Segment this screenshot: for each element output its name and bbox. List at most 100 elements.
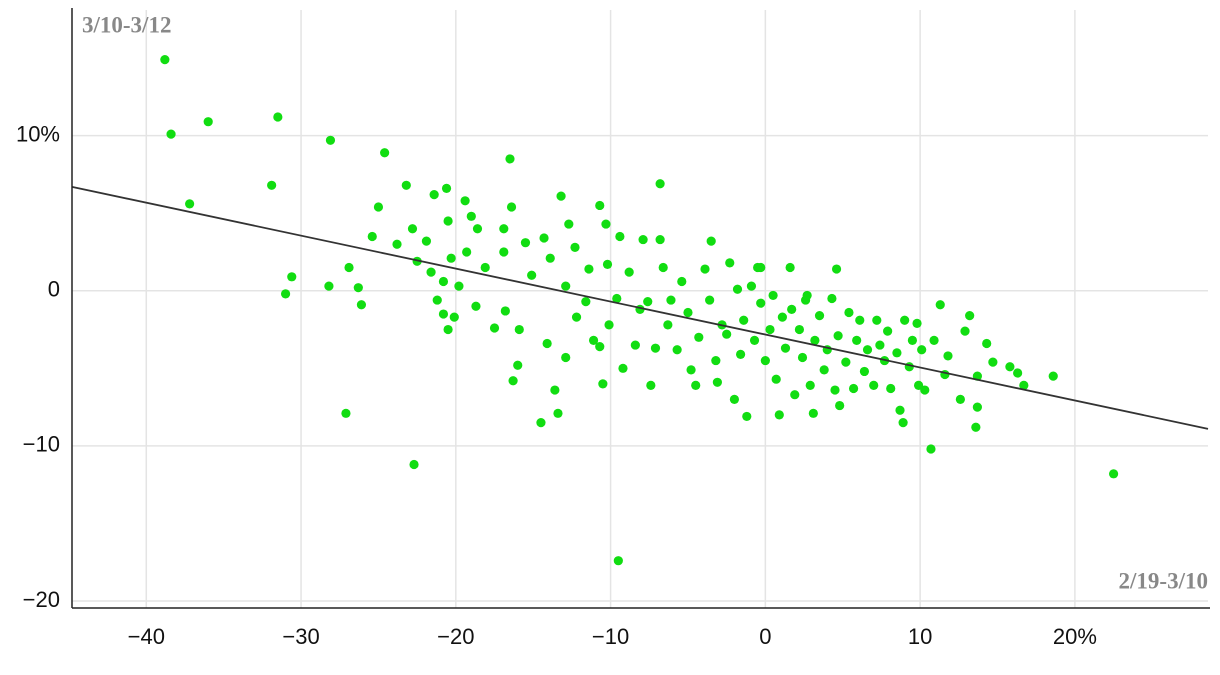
point <box>356 300 367 310</box>
point <box>499 224 509 234</box>
point <box>917 345 927 355</box>
point <box>935 300 945 310</box>
point <box>542 338 552 349</box>
point <box>446 253 456 263</box>
point <box>564 219 574 229</box>
point <box>835 400 845 411</box>
point <box>711 355 721 366</box>
point <box>729 394 740 404</box>
point <box>441 183 452 193</box>
point <box>780 343 791 353</box>
point <box>765 324 775 335</box>
point <box>732 284 743 294</box>
point <box>869 380 879 390</box>
y-tick-label: 10% <box>16 121 60 146</box>
point <box>203 117 213 127</box>
point <box>912 318 922 328</box>
y-tick-label: 0 <box>48 277 60 302</box>
point <box>898 418 908 428</box>
point <box>790 390 800 400</box>
point <box>725 258 735 268</box>
point <box>514 324 524 335</box>
point <box>787 304 797 314</box>
point <box>943 351 953 361</box>
x-tick-label: 0 <box>759 624 771 649</box>
point <box>556 191 566 201</box>
point <box>513 360 523 370</box>
point <box>855 315 865 325</box>
point <box>638 234 648 245</box>
point <box>489 323 500 333</box>
point <box>367 231 377 242</box>
point <box>432 295 442 305</box>
point <box>705 295 715 305</box>
point <box>505 154 515 164</box>
y-tick-label: −20 <box>23 587 60 612</box>
point <box>774 410 784 420</box>
point <box>624 267 634 277</box>
point <box>827 293 837 304</box>
point <box>859 366 870 377</box>
point <box>862 345 873 355</box>
point <box>500 306 510 316</box>
point <box>443 324 453 335</box>
point <box>810 335 820 346</box>
point <box>539 233 549 243</box>
x-tick-label: −20 <box>437 624 474 649</box>
point <box>746 281 757 291</box>
point <box>971 422 981 432</box>
point <box>570 242 580 252</box>
point <box>454 281 464 291</box>
point <box>1005 362 1015 372</box>
point <box>892 348 902 358</box>
trend-line <box>71 185 1209 430</box>
point <box>749 335 760 346</box>
point <box>536 418 546 428</box>
y-axis-title: 3/10-3/12 <box>82 12 171 37</box>
point <box>802 290 812 301</box>
point <box>886 383 896 394</box>
point <box>663 320 673 330</box>
point <box>833 331 843 341</box>
point <box>739 315 749 325</box>
point <box>1013 368 1023 378</box>
point <box>601 219 611 229</box>
point <box>1019 380 1029 390</box>
point <box>768 290 778 301</box>
point <box>588 335 599 346</box>
x-tick-label: 20% <box>1053 624 1097 649</box>
point <box>499 247 509 257</box>
point <box>344 262 354 273</box>
point <box>920 385 930 395</box>
point <box>852 335 862 346</box>
point <box>735 349 746 359</box>
point <box>471 301 481 311</box>
point <box>819 365 829 375</box>
x-tick-label: −30 <box>282 624 319 649</box>
point <box>756 262 766 273</box>
point <box>655 179 665 189</box>
x-tick-label: 10 <box>908 624 932 649</box>
point <box>595 200 605 211</box>
point <box>508 376 518 386</box>
point <box>814 310 825 321</box>
point <box>392 239 402 249</box>
point <box>677 276 687 287</box>
point <box>584 264 594 274</box>
point <box>438 309 449 319</box>
point <box>965 310 975 321</box>
point <box>438 276 449 287</box>
point <box>160 55 170 65</box>
point <box>380 148 390 158</box>
point <box>166 129 176 139</box>
point <box>581 297 591 307</box>
point <box>831 264 842 274</box>
point <box>595 342 605 352</box>
point <box>466 211 476 221</box>
point <box>658 262 668 273</box>
point <box>267 180 277 190</box>
point <box>280 289 291 299</box>
point <box>686 365 696 375</box>
point <box>506 202 517 212</box>
